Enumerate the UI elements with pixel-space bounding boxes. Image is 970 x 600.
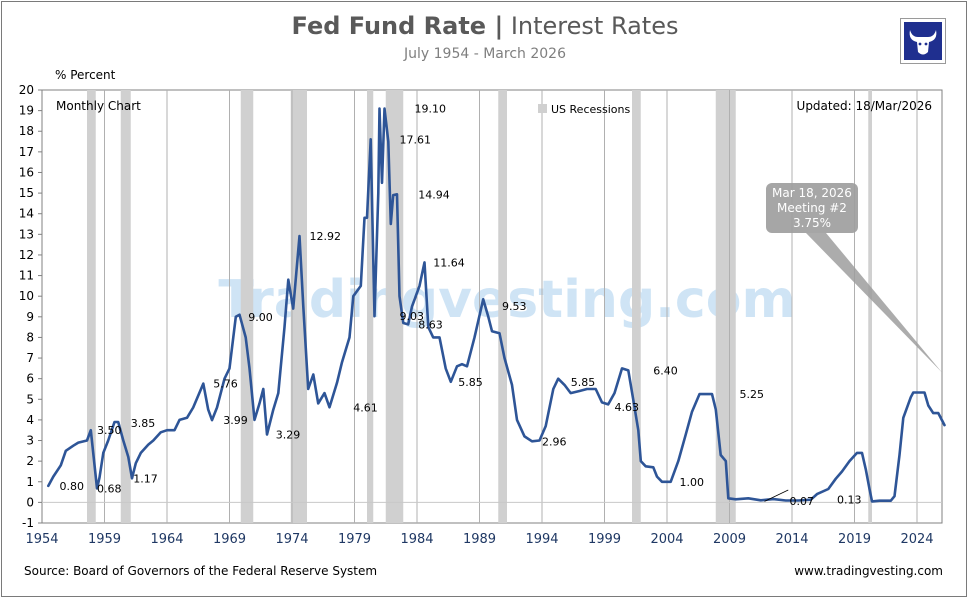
data-label: 1.17 [133, 472, 158, 485]
recession-bar [868, 90, 872, 523]
data-label: 5.76 [213, 378, 238, 391]
data-label: 8.63 [418, 318, 443, 331]
x-tick-label: 1989 [463, 532, 496, 547]
data-label: 5.25 [740, 388, 765, 401]
y-tick-label: 20 [19, 83, 34, 97]
x-tick-label: 2014 [775, 532, 808, 547]
x-tick-label: 1974 [275, 532, 308, 547]
data-label: 9.00 [248, 311, 273, 324]
data-label: 11.64 [433, 256, 465, 269]
data-label: 1.00 [680, 476, 705, 489]
data-label: 0.68 [97, 482, 122, 495]
logo-background [904, 22, 942, 60]
chart-title: Fed Fund Rate | Interest Rates [0, 12, 970, 40]
y-tick-label: -1 [22, 516, 34, 530]
y-tick-label: 11 [19, 269, 34, 283]
y-tick-label: 16 [19, 165, 34, 179]
logo[interactable] [900, 18, 946, 64]
y-tick-label: 6 [26, 372, 34, 386]
callout-box [766, 183, 858, 233]
y-tick-label: 4 [26, 413, 34, 427]
y-tick-label: 3 [26, 434, 34, 448]
y-tick-label: 7 [26, 351, 34, 365]
x-tick-label: 2004 [650, 532, 683, 547]
recession-bar [632, 90, 641, 523]
data-label: 6.40 [653, 364, 678, 377]
y-tick-label: 15 [19, 186, 34, 200]
data-label: 0.13 [837, 494, 862, 507]
data-label: 3.29 [276, 429, 301, 442]
data-label: 0.80 [60, 480, 85, 493]
data-label: 17.61 [400, 133, 432, 146]
data-label: 3.99 [223, 414, 248, 427]
y-tick-label: 13 [19, 227, 34, 241]
x-tick-label: 2009 [713, 532, 746, 547]
recession-bar [290, 90, 307, 523]
x-tick-label: 2019 [838, 532, 871, 547]
x-tick-label: 1979 [338, 532, 371, 547]
y-tick-label: 10 [19, 289, 34, 303]
callout-text: 3.75% [793, 216, 831, 230]
data-label: 5.85 [458, 376, 483, 389]
x-tick-label: 1999 [588, 532, 621, 547]
y-tick-label: 0 [26, 495, 34, 509]
y-tick-label: 14 [19, 207, 34, 221]
title-rest: Interest Rates [503, 12, 679, 40]
recession-legend-label: US Recessions [551, 103, 630, 116]
data-label: 2.96 [542, 435, 567, 448]
callout-pointer [806, 233, 942, 373]
data-label: 3.85 [131, 417, 156, 430]
recession-bar [498, 90, 507, 523]
x-tick-label: 1954 [25, 532, 58, 547]
data-label: 14.94 [418, 188, 450, 201]
y-tick-label: 18 [19, 124, 34, 138]
title-bold: Fed Fund Rate | [291, 12, 504, 40]
data-label: 9.03 [400, 310, 425, 323]
x-tick-label: 1969 [213, 532, 246, 547]
x-tick-label: 1964 [150, 532, 183, 547]
y-tick-label: 17 [19, 145, 34, 159]
website-link[interactable]: www.tradingvesting.com [794, 564, 943, 578]
data-label: 12.92 [310, 230, 342, 243]
label-leader [764, 489, 789, 502]
data-label: 0.07 [790, 495, 815, 508]
recession-bar [715, 90, 736, 523]
y-tick-label: 8 [26, 330, 34, 344]
recession-legend-swatch [538, 104, 547, 113]
recession-bar [240, 90, 254, 523]
y-tick-label: 9 [26, 310, 34, 324]
data-label: 19.10 [415, 103, 447, 116]
recession-bar [367, 90, 374, 523]
callout-text: Mar 18, 2026 [772, 186, 852, 200]
y-tick-label: 2 [26, 454, 34, 468]
updated-date: Updated: 18/Mar/2026 [797, 99, 932, 113]
y-tick-label: 12 [19, 248, 34, 262]
y-axis-label: % Percent [55, 68, 116, 82]
x-tick-label: 1984 [400, 532, 433, 547]
y-tick-label: 1 [26, 475, 34, 489]
data-label: 3.50 [97, 424, 122, 437]
chart-subtitle: July 1954 - March 2026 [404, 46, 566, 62]
data-label: 4.61 [353, 401, 378, 414]
recession-bar [87, 90, 96, 523]
y-tick-label: 19 [19, 104, 34, 118]
data-label: 9.53 [502, 300, 527, 313]
bull-head-icon [909, 30, 937, 55]
data-label: 5.85 [571, 376, 596, 389]
monthly-chart-note: Monthly Chart [56, 99, 141, 113]
recession-bar [120, 90, 131, 523]
x-tick-label: 1994 [525, 532, 558, 547]
x-tick-label: 1959 [88, 532, 121, 547]
data-label: 4.63 [615, 401, 640, 414]
callout-text: Meeting #2 [777, 201, 847, 215]
x-tick-label: 2024 [900, 532, 933, 547]
source-note: Source: Board of Governors of the Federa… [24, 564, 378, 578]
y-tick-label: 5 [26, 392, 34, 406]
